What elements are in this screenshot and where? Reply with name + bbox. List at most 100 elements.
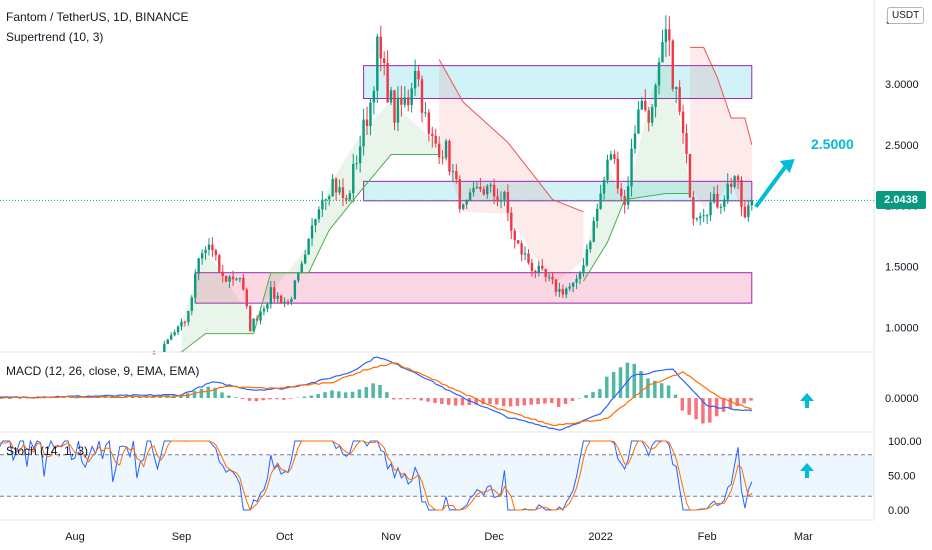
- candle-body: [245, 289, 248, 307]
- candle-body: [750, 200, 753, 206]
- candle-body: [317, 209, 321, 220]
- candle-body: [736, 176, 740, 181]
- candle-body: [183, 321, 187, 323]
- candle-body: [214, 250, 218, 256]
- candle-body: [520, 243, 523, 255]
- macd-histogram-bar: [412, 398, 417, 400]
- candle-body: [575, 279, 578, 283]
- candle-body: [527, 253, 530, 263]
- candle-body: [290, 299, 293, 303]
- macd-histogram-bar: [240, 398, 245, 400]
- macd-histogram-bar: [337, 391, 341, 398]
- candle-body: [465, 199, 468, 205]
- candle-body: [671, 40, 674, 89]
- candle-body: [163, 343, 166, 352]
- macd-histogram-bar: [213, 387, 217, 398]
- candle-body: [303, 254, 307, 264]
- macd-histogram-bar: [179, 395, 183, 398]
- macd-histogram-bar: [14, 397, 18, 398]
- macd-histogram-bar: [316, 394, 320, 398]
- candle-body: [376, 36, 379, 91]
- candle-body: [637, 109, 640, 134]
- time-tick-label: Mar: [794, 531, 813, 543]
- candle-body: [479, 186, 482, 190]
- candle-body: [640, 100, 644, 110]
- macd-histogram-bar: [357, 389, 362, 398]
- candle-body: [568, 286, 571, 289]
- candle-body: [379, 36, 382, 59]
- macd-histogram-bar: [701, 398, 705, 424]
- candle-body: [705, 215, 709, 217]
- candle-body: [468, 192, 472, 200]
- macd-histogram-bar: [69, 396, 73, 398]
- candle-body: [695, 218, 699, 220]
- candle-body: [475, 186, 479, 189]
- macd-histogram-bar: [392, 398, 396, 400]
- candle-body: [633, 133, 637, 149]
- candle-body: [609, 154, 613, 160]
- candle-body: [358, 146, 362, 164]
- macd-histogram-bar: [103, 396, 107, 398]
- candle-body: [396, 97, 400, 123]
- macd-histogram-bar: [433, 398, 437, 403]
- candle-body: [166, 339, 169, 344]
- currency-badge[interactable]: USDT: [887, 7, 925, 24]
- candle-body: [169, 335, 173, 340]
- candle-body: [242, 277, 245, 290]
- macd-histogram-bar: [199, 388, 204, 398]
- candle-body: [675, 87, 678, 89]
- macd-histogram-bar: [343, 392, 348, 398]
- supertrend-fill-up: [181, 101, 440, 352]
- candle-body: [585, 249, 589, 266]
- macd-line: [0, 356, 752, 431]
- candle-body: [582, 265, 585, 273]
- time-tick-label: Aug: [65, 531, 85, 543]
- stoch-tick-label: 100.00: [888, 436, 922, 448]
- supertrend-fill-down: [439, 59, 584, 285]
- candle-body: [726, 183, 729, 200]
- candle-body: [688, 153, 692, 198]
- candle-body: [228, 276, 231, 282]
- candle-body: [681, 111, 685, 134]
- candle-body: [403, 97, 407, 105]
- candle-body: [187, 310, 190, 322]
- macd-histogram-bar: [673, 394, 678, 398]
- candle-body: [393, 90, 396, 123]
- candle-body: [382, 58, 386, 63]
- candle-body: [269, 287, 273, 305]
- candle-body: [699, 216, 702, 219]
- candle-body: [644, 100, 647, 111]
- indicator-supertrend-title[interactable]: Supertrend (10, 3): [6, 30, 104, 44]
- candle-body: [709, 202, 712, 216]
- supertrend-line-up: [181, 154, 440, 353]
- candle-body: [565, 288, 568, 295]
- stoch-tick-label: 50.00: [888, 471, 916, 483]
- macd-histogram-bar: [611, 371, 616, 398]
- candle-body: [173, 332, 176, 336]
- candle-body: [338, 187, 341, 193]
- candle-body: [310, 225, 314, 239]
- candle-body: [668, 29, 671, 41]
- candle-body: [489, 184, 492, 187]
- candle-body: [437, 143, 441, 158]
- price-tick-label: 3.0000: [885, 79, 919, 91]
- candle-body: [510, 212, 513, 231]
- candle-body: [434, 135, 437, 144]
- supertrend-fill-down: [689, 47, 752, 221]
- candle-body: [647, 110, 650, 123]
- macd-histogram-bar: [563, 398, 568, 404]
- candle-body: [496, 196, 499, 202]
- stoch-d-line: [0, 440, 753, 511]
- candle-body: [664, 29, 668, 43]
- candle-body: [578, 272, 582, 280]
- macd-up-arrow-icon: [800, 393, 814, 408]
- indicator-stoch-title[interactable]: Stoch (14, 1, 3): [6, 444, 89, 458]
- macd-histogram-bar: [192, 391, 197, 398]
- symbol-title[interactable]: Fantom / TetherUS, 1D, BINANCE: [6, 10, 189, 24]
- candle-body: [589, 241, 592, 250]
- macd-histogram-bar: [227, 395, 231, 398]
- candle-body: [252, 318, 255, 332]
- macd-histogram-bar: [268, 398, 272, 400]
- candle-body: [355, 163, 358, 165]
- indicator-macd-title[interactable]: MACD (12, 26, close, 9, EMA, EMA): [6, 364, 200, 378]
